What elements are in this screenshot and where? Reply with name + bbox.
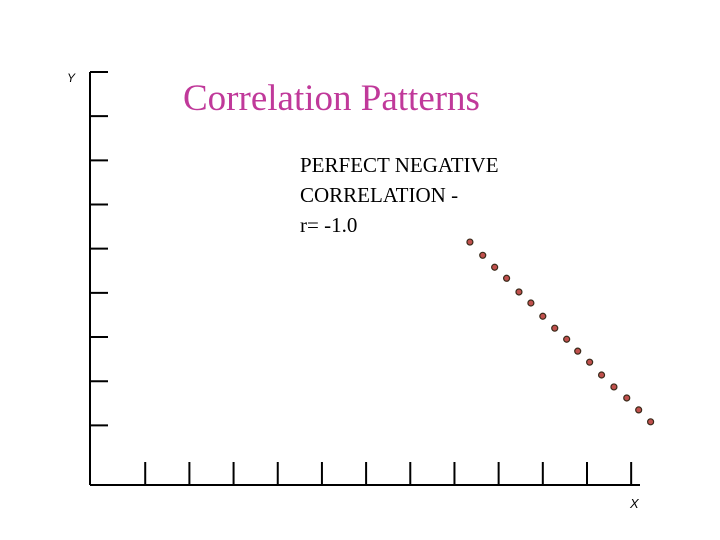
point (635, 406, 643, 414)
point (610, 383, 618, 391)
annotation: r= -1.0 (300, 213, 357, 237)
x-axis-label: X (629, 496, 640, 511)
annotation: PERFECT NEGATIVE (300, 153, 499, 177)
point (623, 394, 631, 402)
point (479, 251, 487, 259)
chart-title: Correlation Patterns (183, 78, 480, 119)
annotation: CORRELATION - (300, 183, 458, 207)
point (515, 288, 523, 296)
point (539, 312, 547, 320)
point (491, 263, 499, 271)
point (551, 324, 559, 332)
point (466, 238, 474, 246)
point (527, 299, 535, 307)
point (574, 347, 582, 355)
y-axis-label: Y (67, 71, 76, 85)
point (647, 418, 655, 426)
point (597, 371, 606, 379)
point (563, 335, 571, 343)
point (586, 358, 594, 366)
point (502, 274, 511, 282)
